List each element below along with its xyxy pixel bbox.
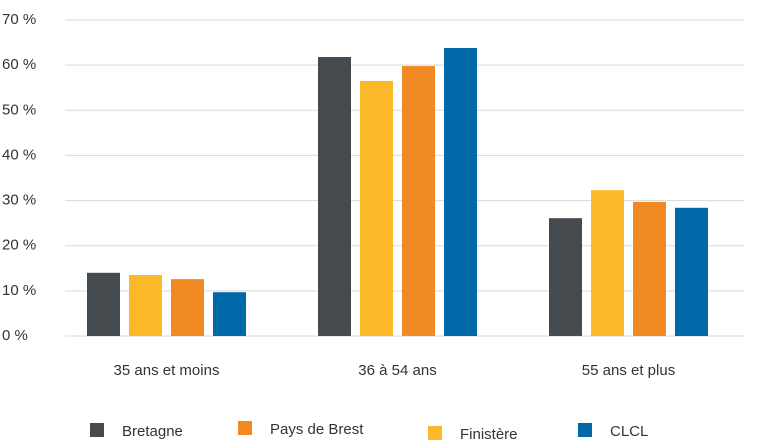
legend-swatch bbox=[428, 426, 442, 440]
legend-swatch bbox=[238, 421, 252, 435]
y-tick-label: 70 % bbox=[2, 11, 36, 28]
bar bbox=[633, 201, 666, 336]
x-tick-label: 36 à 54 ans bbox=[358, 362, 436, 379]
x-tick-label: 35 ans et moins bbox=[114, 362, 220, 379]
bar bbox=[444, 47, 477, 336]
bar bbox=[87, 272, 120, 336]
y-tick-label: 40 % bbox=[2, 146, 36, 163]
legend-label: CLCL bbox=[610, 423, 648, 440]
x-tick-label: 55 ans et plus bbox=[582, 362, 675, 379]
bar bbox=[675, 207, 708, 336]
y-tick-label: 10 % bbox=[2, 282, 36, 299]
bar bbox=[171, 279, 204, 336]
bar bbox=[591, 190, 624, 336]
bar bbox=[360, 80, 393, 336]
bar bbox=[549, 218, 582, 336]
bar bbox=[213, 292, 246, 336]
legend-label: Bretagne bbox=[122, 423, 183, 440]
bar bbox=[129, 275, 162, 336]
y-tick-label: 0 % bbox=[2, 327, 28, 344]
y-tick-label: 20 % bbox=[2, 237, 36, 254]
y-tick-label: 50 % bbox=[2, 101, 36, 118]
bar bbox=[402, 66, 435, 336]
y-tick-label: 60 % bbox=[2, 56, 36, 73]
legend-swatch bbox=[90, 423, 104, 437]
y-tick-label: 30 % bbox=[2, 192, 36, 209]
legend-label: Finistère bbox=[460, 426, 518, 442]
bar bbox=[318, 57, 351, 336]
legend-swatch bbox=[578, 423, 592, 437]
legend-label: Pays de Brest bbox=[270, 421, 364, 438]
